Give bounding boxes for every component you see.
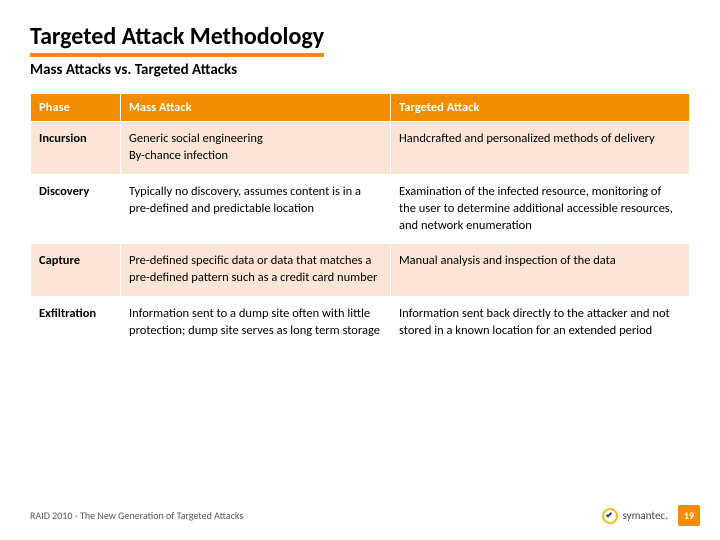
table-row: Exfiltration Information sent to a dump … bbox=[31, 297, 690, 350]
cell-targeted: Examination of the infected resource, mo… bbox=[391, 174, 690, 244]
cell-phase: Discovery bbox=[31, 174, 121, 244]
footer-text: RAID 2010 - The New Generation of Target… bbox=[30, 509, 243, 522]
slide-footer: RAID 2010 - The New Generation of Target… bbox=[30, 505, 700, 526]
table-header-mass: Mass Attack bbox=[121, 94, 391, 122]
cell-phase: Capture bbox=[31, 244, 121, 297]
slide-title: Targeted Attack Methodology bbox=[30, 22, 324, 57]
cell-mass: Pre-defined specific data or data that m… bbox=[121, 244, 391, 297]
comparison-table: Phase Mass Attack Targeted Attack Incurs… bbox=[30, 93, 690, 350]
table-row: Incursion Generic social engineering By-… bbox=[31, 122, 690, 175]
cell-phase: Exfiltration bbox=[31, 297, 121, 350]
slide-content: Targeted Attack Methodology Mass Attacks… bbox=[0, 0, 720, 350]
cell-targeted: Handcrafted and personalized methods of … bbox=[391, 122, 690, 175]
table-header-phase: Phase bbox=[31, 94, 121, 122]
slide-subtitle: Mass Attacks vs. Targeted Attacks bbox=[30, 61, 690, 79]
cell-mass: Typically no discovery, assumes content … bbox=[121, 174, 391, 244]
footer-right: symantec. 19 bbox=[602, 505, 700, 526]
table-row: Discovery Typically no discovery, assume… bbox=[31, 174, 690, 244]
cell-mass: Generic social engineering By-chance inf… bbox=[121, 122, 391, 175]
brand-name: symantec. bbox=[623, 509, 668, 522]
page-number: 19 bbox=[678, 505, 700, 526]
logo-check-icon bbox=[605, 511, 611, 517]
logo-ring-icon bbox=[602, 508, 618, 524]
cell-mass: Information sent to a dump site often wi… bbox=[121, 297, 391, 350]
table-row: Capture Pre-defined specific data or dat… bbox=[31, 244, 690, 297]
cell-targeted: Information sent back directly to the at… bbox=[391, 297, 690, 350]
cell-phase: Incursion bbox=[31, 122, 121, 175]
table-header-targeted: Targeted Attack bbox=[391, 94, 690, 122]
brand-logo: symantec. bbox=[602, 508, 668, 524]
cell-targeted: Manual analysis and inspection of the da… bbox=[391, 244, 690, 297]
